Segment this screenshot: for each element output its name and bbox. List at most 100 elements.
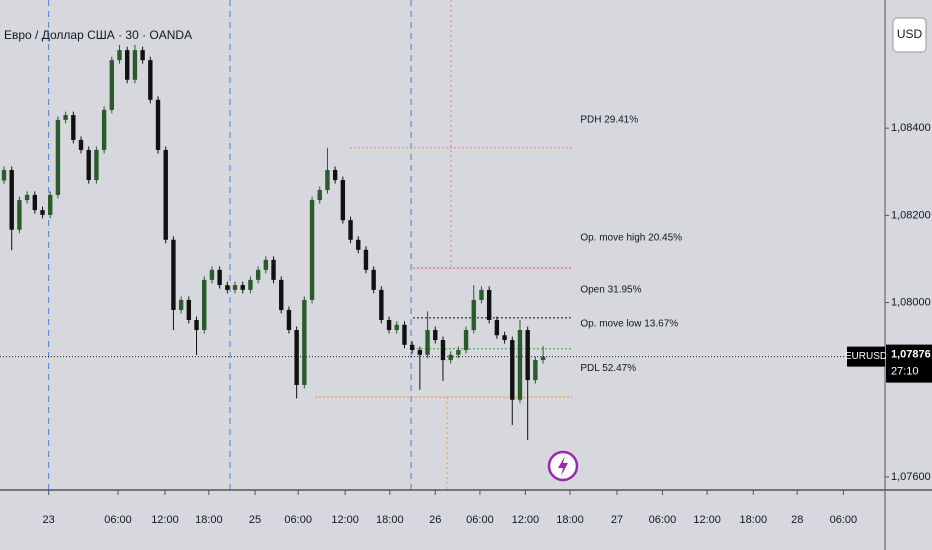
candle-body — [109, 60, 115, 110]
candle-body — [271, 259, 276, 280]
candle-body — [17, 200, 22, 230]
candle-body — [163, 149, 168, 240]
x-tick-label: 12:00 — [693, 514, 721, 526]
x-tick-label: 06:00 — [466, 514, 494, 526]
candle-body — [425, 330, 430, 355]
symbol-label: EURUSD — [845, 351, 887, 362]
candle-body — [340, 180, 346, 221]
candle-body — [78, 139, 84, 150]
candle-body — [209, 269, 215, 280]
x-tick-label: 28 — [791, 514, 803, 526]
candle-body — [540, 356, 546, 361]
candle-body — [486, 289, 492, 320]
candle-body — [248, 279, 253, 290]
candle-body — [332, 170, 338, 181]
x-tick-label: 12:00 — [151, 514, 179, 526]
price-tag-label: 1,07876 — [891, 349, 931, 361]
level-label: PDH 29.41% — [580, 114, 638, 125]
candle-body — [379, 289, 384, 320]
candles — [1, 44, 546, 440]
candle-body — [325, 170, 330, 191]
candle-body — [232, 285, 238, 290]
candle-body — [48, 194, 53, 215]
candle-body — [409, 344, 415, 351]
level-label: Op. move high 20.45% — [580, 233, 682, 244]
candle-body — [502, 335, 507, 341]
candle-body — [148, 60, 153, 100]
candle-body — [125, 50, 130, 80]
candle-body — [417, 350, 423, 355]
candle-body — [517, 330, 523, 400]
candle-body — [456, 350, 461, 355]
currency-label: USD — [897, 27, 923, 41]
candle-body — [448, 354, 453, 361]
alert-bolt — [558, 456, 568, 476]
candle-body — [40, 210, 45, 215]
x-tick-label: 12:00 — [331, 514, 359, 526]
x-tick-label: 18:00 — [376, 514, 404, 526]
x-tick-label: 12:00 — [512, 514, 540, 526]
candle-body — [132, 50, 138, 80]
x-tick-label: 25 — [249, 514, 261, 526]
x-tick-label: 23 — [43, 514, 55, 526]
chart-title: Евро / Доллар США · 30 · OANDA — [4, 28, 192, 42]
candle-body — [294, 330, 299, 385]
candle-body — [255, 269, 261, 280]
candle-body — [363, 249, 369, 270]
candle-body — [32, 194, 38, 211]
candle-body — [533, 360, 538, 381]
candle-body — [510, 340, 515, 400]
candle-body — [155, 99, 161, 150]
currency-button[interactable] — [892, 17, 927, 53]
candle-body — [433, 330, 438, 341]
y-tick-label: 1,08200 — [891, 209, 931, 221]
x-tick-label: 18:00 — [195, 514, 223, 526]
y-tick-label: 1,08400 — [891, 122, 931, 134]
y-tick-label: 1,08000 — [891, 296, 931, 308]
candle-body — [371, 269, 376, 290]
candle-body — [86, 149, 91, 181]
candle-body — [525, 330, 530, 381]
candle-body — [186, 299, 192, 320]
candle-body — [479, 289, 484, 300]
candle-body — [9, 170, 14, 230]
candle-body — [202, 279, 207, 331]
candle-body — [24, 194, 30, 201]
candle-body — [55, 119, 61, 195]
candle-body — [225, 285, 230, 290]
candle-body — [356, 239, 361, 250]
candle-body — [140, 50, 145, 61]
candle-body — [63, 115, 68, 120]
candle-body — [279, 279, 284, 310]
candle-body — [309, 200, 315, 300]
candle-body — [463, 330, 469, 351]
level-label: Open 31.95% — [580, 284, 641, 295]
y-tick-label: 1,07600 — [891, 471, 931, 483]
plot-over: PDH 29.41% Op. move high 20.45% Open 31.95… — [0, 114, 885, 374]
plot-under — [48, 0, 573, 490]
x-tick-label: 18:00 — [740, 514, 768, 526]
candle-body — [494, 319, 500, 336]
candle-body — [101, 109, 107, 150]
candle-body — [348, 220, 353, 240]
x-tick-label: 26 — [429, 514, 441, 526]
candle-body — [217, 269, 222, 286]
x-tick-label: 18:00 — [556, 514, 584, 526]
candle-body — [394, 324, 399, 331]
candle-body — [117, 50, 122, 61]
x-tick-label: 06:00 — [830, 514, 858, 526]
x-tick-label: 06:00 — [649, 514, 677, 526]
candle-body — [286, 309, 292, 331]
alert-icon[interactable] — [547, 450, 579, 482]
candle-body — [94, 149, 99, 181]
candle-body — [440, 340, 446, 361]
candle-body — [263, 259, 269, 270]
candle-body — [240, 285, 245, 290]
symbol-tag — [847, 346, 885, 367]
candle-body — [471, 299, 476, 331]
candle-body — [317, 190, 322, 201]
candle-body — [302, 299, 307, 385]
candle-body — [171, 239, 176, 310]
